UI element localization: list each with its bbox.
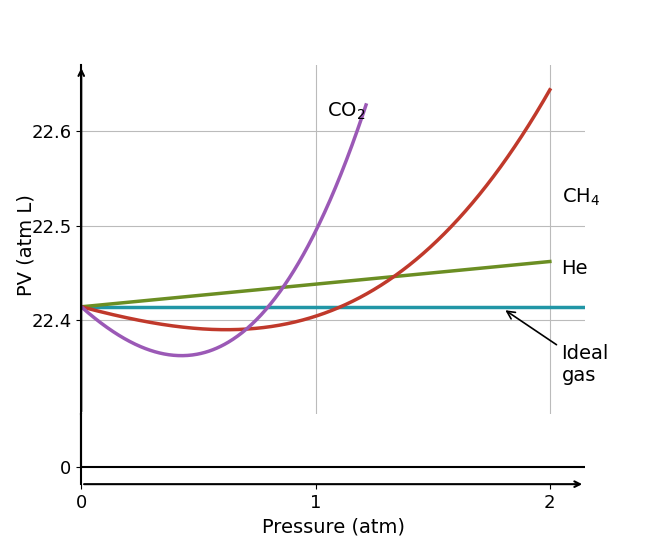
Text: He: He	[562, 258, 588, 277]
Text: CH$_4$: CH$_4$	[562, 187, 600, 208]
Text: PV (atm L): PV (atm L)	[16, 194, 36, 296]
Text: Ideal
gas: Ideal gas	[507, 311, 609, 385]
X-axis label: Pressure (atm): Pressure (atm)	[261, 517, 404, 536]
Text: CO$_2$: CO$_2$	[327, 101, 366, 122]
